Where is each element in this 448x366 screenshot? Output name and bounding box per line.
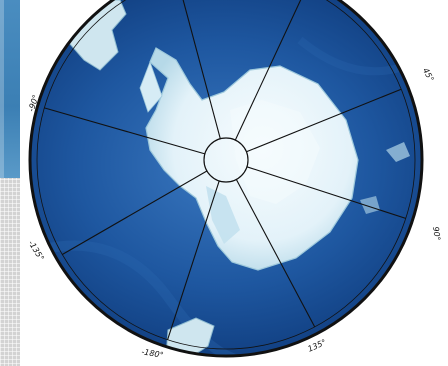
map-frame-inner	[36, 0, 416, 350]
graticule-meridians	[44, 0, 406, 340]
longitude-label-135: 135°	[306, 338, 327, 354]
meridian-line	[62, 170, 208, 255]
longitude-label-45: 45°	[421, 66, 436, 83]
meridian-line	[182, 0, 221, 139]
ocean-ridge	[38, 240, 262, 356]
island	[386, 142, 410, 162]
meridian-line	[235, 179, 316, 328]
antarctic-peninsula	[139, 60, 163, 113]
longitude-label-minus-180: -180°	[141, 347, 164, 360]
island	[360, 196, 380, 214]
longitude-label-90: 90°	[431, 226, 442, 241]
longitude-label-minus-135: -135°	[26, 239, 45, 263]
meridian-line	[246, 166, 406, 219]
meridian-line	[234, 0, 302, 141]
meridian-line	[44, 107, 206, 155]
map-frame-outer	[28, 0, 424, 358]
meridian-line	[167, 180, 220, 340]
side-accent-bar	[0, 0, 20, 178]
ice-plateau	[230, 100, 320, 204]
polar-latitude-circle	[203, 137, 249, 183]
ice-shelf	[206, 186, 240, 244]
meridian-line	[246, 88, 402, 153]
